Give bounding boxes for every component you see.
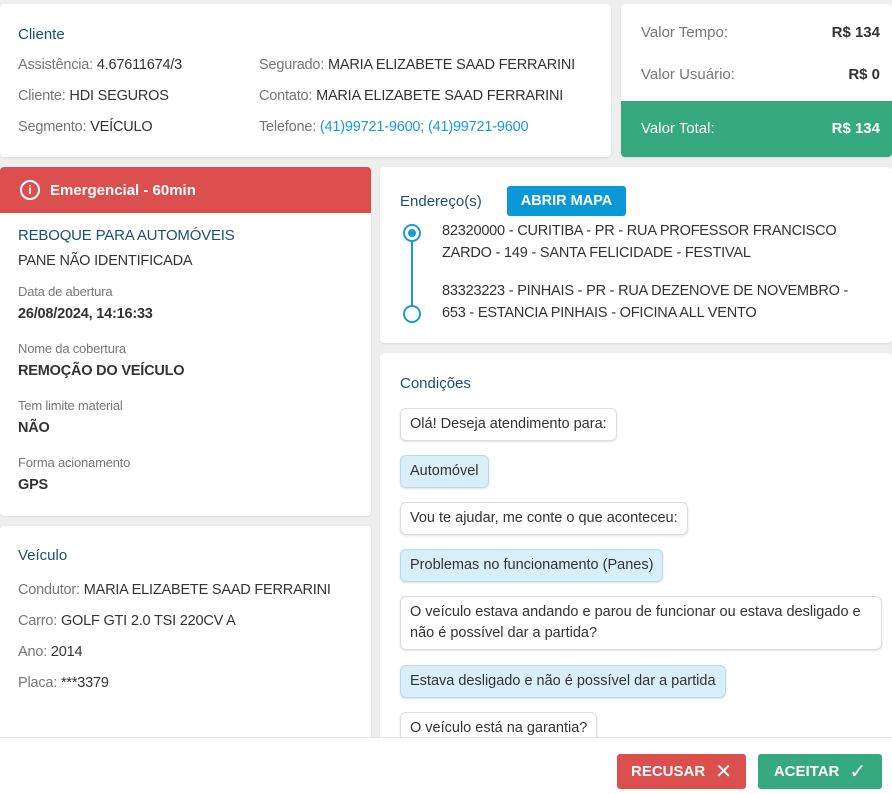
valor-total: Valor Total: R$ 134 [641,120,880,137]
field-value: GPS [18,477,49,493]
vehicle-row: Ano: 2014 [18,644,83,660]
answer-bubble: Automóvel [400,455,489,488]
vehicle-row: Carro: GOLF GTI 2.0 TSI 220CV A [18,613,236,629]
valor-tempo: Valor Tempo: R$ 134 [641,24,880,41]
address-line: 653 - ESTANCIA PINHAIS - OFICINA ALL VEN… [442,305,757,321]
address-line: 82320000 - CURITIBA - PR - RUA PROFESSOR… [442,223,837,239]
reject-button[interactable]: RECUSAR ✕ [617,754,746,789]
field-value: REMOÇÃO DO VEÍCULO [18,363,185,379]
total-bar: Valor Total: R$ 134 [621,101,892,157]
field-label: Data de abertura [18,284,113,299]
service-problem: PANE NÃO IDENTIFICADA [18,253,193,269]
vehicle-card: Veículo Condutor: MARIA ELIZABETE SAAD F… [0,526,371,746]
phone-link[interactable]: (41)99721-9600; (41)99721-9600 [319,119,529,135]
route-line [411,239,413,311]
destination-marker-icon [403,305,421,323]
telefone: Telefone: (41)99721-9600; (41)99721-9600 [259,119,529,135]
assistencia: Assistência: 4.67611674/3 [18,57,183,73]
segmento: Segmento: VEÍCULO [18,119,153,135]
client-title: Cliente [18,26,65,43]
conditions-title: Condições [400,375,471,392]
accept-button[interactable]: ACEITAR ✓ [758,754,882,789]
footer-bar: RECUSAR ✕ ACEITAR ✓ [0,737,892,794]
cliente: Cliente: HDI SEGUROS [18,88,169,104]
vehicle-row: Condutor: MARIA ELIZABETE SAAD FERRARINI [18,582,331,598]
open-map-button[interactable]: ABRIR MAPA [507,186,626,216]
conditions-card: Condições Olá! Deseja atendimento para: … [380,353,892,753]
question-bubble: O veículo estava andando e parou de func… [400,596,882,650]
service-card: i Emergencial - 60min REBOQUE PARA AUTOM… [0,167,371,516]
info-icon: i [20,180,40,200]
addresses-title: Endereço(s) [400,193,482,210]
field-value: NÃO [18,420,50,436]
priority-text: Emergencial - 60min [50,181,196,199]
origin-marker-icon [403,224,421,242]
field-label: Nome da cobertura [18,341,126,356]
vehicle-row: Placa: ***3379 [18,675,109,691]
address-line: ZARDO - 149 - SANTA FELICIDADE - FESTIVA… [442,245,751,261]
addresses-card: Endereço(s) ABRIR MAPA 82320000 - CURITI… [380,167,892,343]
question-bubble: Olá! Deseja atendimento para: [400,408,617,441]
check-icon: ✓ [849,761,867,783]
segurado: Segurado: MARIA ELIZABETE SAAD FERRARINI [259,57,575,73]
values-card: Valor Tempo: R$ 134 Valor Usuário: R$ 0 Va… [621,4,892,157]
valor-usuario: Valor Usuário: R$ 0 [641,66,880,83]
close-icon: ✕ [715,761,732,783]
field-label: Tem limite material [18,398,123,413]
answer-bubble: Problemas no funcionamento (Panes) [400,549,664,582]
vehicle-title: Veículo [18,547,68,564]
service-type: REBOQUE PARA AUTOMÓVEIS [18,227,235,244]
client-card: Cliente Assistência: 4.67611674/3 Client… [0,4,611,157]
answer-bubble: Estava desligado e não é possível dar a … [400,665,726,698]
field-value: 26/08/2024, 14:16:33 [18,306,153,322]
address-line: 83323223 - PINHAIS - PR - RUA DEZENOVE D… [442,283,849,299]
priority-banner: i Emergencial - 60min [0,167,371,213]
question-bubble: Vou te ajudar, me conte o que aconteceu: [400,502,688,535]
contato: Contato: MARIA ELIZABETE SAAD FERRARINI [259,88,564,104]
field-label: Forma acionamento [18,455,131,470]
